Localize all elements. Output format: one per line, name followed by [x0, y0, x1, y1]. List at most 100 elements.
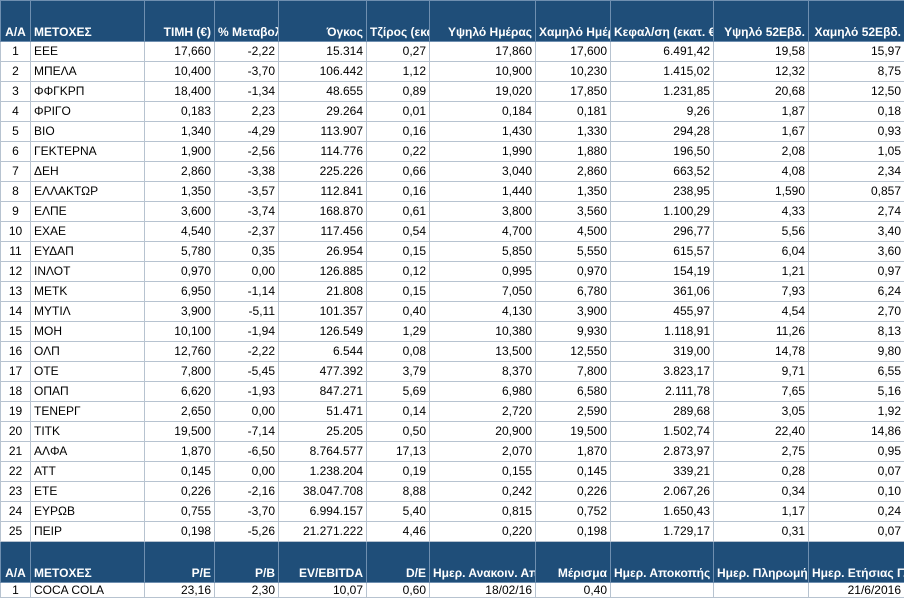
cell: 0,19 — [367, 462, 430, 482]
cell: 6.491,42 — [611, 42, 714, 62]
cell: 6,55 — [809, 362, 904, 382]
cell: 7,800 — [536, 362, 611, 382]
cell: 0,815 — [430, 502, 536, 522]
cell: -6,50 — [215, 442, 279, 462]
row-index: 8 — [1, 182, 31, 202]
cell: 6.994.157 — [279, 502, 367, 522]
cell: 3,900 — [145, 302, 215, 322]
cell: 0,14 — [367, 402, 430, 422]
stock-symbol: ΕΥΡΩΒ — [31, 502, 145, 522]
col-header-market-cap: Κεφαλ/ση (εκατ. €) — [611, 1, 714, 42]
row-index: 19 — [1, 402, 31, 422]
cell: 1,05 — [809, 142, 904, 162]
cell: 12,50 — [809, 82, 904, 102]
cell: 0,15 — [367, 242, 430, 262]
col-header-price: ΤΙΜΗ (€) — [145, 1, 215, 42]
stock-symbol: ΕΛΛΑΚΤΩΡ — [31, 182, 145, 202]
cell: 2,070 — [430, 442, 536, 462]
cell: 1.729,17 — [611, 522, 714, 542]
cell: 21.808 — [279, 282, 367, 302]
cell: COCA COLA — [31, 583, 145, 598]
row-index: 3 — [1, 82, 31, 102]
cell: 0,27 — [367, 42, 430, 62]
cell: 9,26 — [611, 102, 714, 122]
stock-symbol: ΔΕΗ — [31, 162, 145, 182]
cell: 1.231,85 — [611, 82, 714, 102]
cell: 19,500 — [536, 422, 611, 442]
cell: 0,00 — [215, 402, 279, 422]
cell: 1,350 — [536, 182, 611, 202]
cell: -1,93 — [215, 382, 279, 402]
cell: 3,60 — [809, 242, 904, 262]
stock-symbol: ΜΥΤΙΛ — [31, 302, 145, 322]
cell: -3,70 — [215, 502, 279, 522]
col-header-aa: Α/Α — [1, 1, 31, 42]
cell: 455,97 — [611, 302, 714, 322]
cell: 0,01 — [367, 102, 430, 122]
cell: 5,850 — [430, 242, 536, 262]
cell: 12,550 — [536, 342, 611, 362]
cell: 48.655 — [279, 82, 367, 102]
stock-symbol: ΜΕΤΚ — [31, 282, 145, 302]
cell: 0,155 — [430, 462, 536, 482]
cell: 9,80 — [809, 342, 904, 362]
cell: 25.205 — [279, 422, 367, 442]
cell: 14,86 — [809, 422, 904, 442]
cell: 0,857 — [809, 182, 904, 202]
cell: 2.111,78 — [611, 382, 714, 402]
cell: 1,12 — [367, 62, 430, 82]
col-header-52w-low: Χαμηλό 52Εβδ. — [809, 1, 904, 42]
stock-symbol: ΙΝΛΟΤ — [31, 262, 145, 282]
stock-symbol: ΕΛΠΕ — [31, 202, 145, 222]
cell: 168.870 — [279, 202, 367, 222]
cell: 6,24 — [809, 282, 904, 302]
cell: 18/02/16 — [430, 583, 536, 598]
cell: 0,61 — [367, 202, 430, 222]
cell: 106.442 — [279, 62, 367, 82]
cell: -3,38 — [215, 162, 279, 182]
cell: 10,900 — [430, 62, 536, 82]
cell: 4,700 — [430, 222, 536, 242]
cell: 7,93 — [714, 282, 809, 302]
cell: 3,79 — [367, 362, 430, 382]
cell: 0,07 — [809, 462, 904, 482]
row-index: 7 — [1, 162, 31, 182]
cell: 2,590 — [536, 402, 611, 422]
cell: 0,16 — [367, 122, 430, 142]
stock-symbol: ΓΕΚΤΕΡΝΑ — [31, 142, 145, 162]
row-index: 20 — [1, 422, 31, 442]
cell: 5,69 — [367, 382, 430, 402]
cell: 6,580 — [536, 382, 611, 402]
cell: 2,34 — [809, 162, 904, 182]
col-header-52w-high: Υψηλό 52Εβδ. — [714, 1, 809, 42]
cell: 319,00 — [611, 342, 714, 362]
cell: 15.314 — [279, 42, 367, 62]
cell: 6,780 — [536, 282, 611, 302]
cell: 0,28 — [714, 462, 809, 482]
cell: 0,08 — [367, 342, 430, 362]
cell: 7,65 — [714, 382, 809, 402]
stock-symbol: ΜΠΕΛΑ — [31, 62, 145, 82]
cell: 51.471 — [279, 402, 367, 422]
cell: 10,380 — [430, 322, 536, 342]
cell: 3,600 — [145, 202, 215, 222]
cell: 0,198 — [145, 522, 215, 542]
row-index: 17 — [1, 362, 31, 382]
cell: 0,145 — [145, 462, 215, 482]
cell: 4,54 — [714, 302, 809, 322]
cell: 361,06 — [611, 282, 714, 302]
cell: 0,40 — [367, 302, 430, 322]
cell: -2,37 — [215, 222, 279, 242]
cell: 2.873,97 — [611, 442, 714, 462]
cell: 1.238.204 — [279, 462, 367, 482]
stock-symbol: ΜΟΗ — [31, 322, 145, 342]
